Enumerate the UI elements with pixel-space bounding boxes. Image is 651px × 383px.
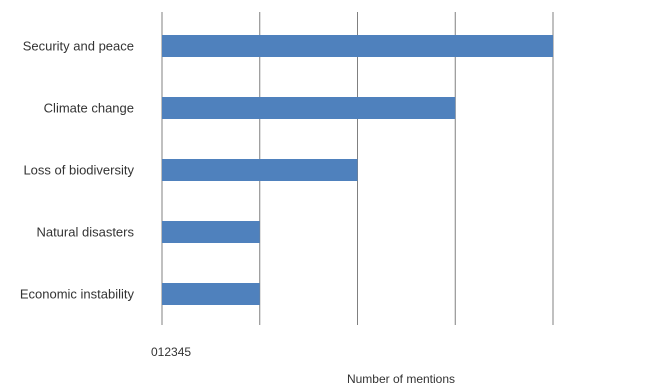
category-label: Climate change [44, 101, 134, 116]
category-label: Economic instability [20, 287, 135, 302]
x-tick-labels: 012345 [151, 345, 191, 359]
bar-loss-of-biodiversity [162, 159, 358, 181]
category-label: Security and peace [23, 39, 134, 54]
bar-economic-instability [162, 283, 260, 305]
bars [162, 35, 553, 305]
category-label: Natural disasters [36, 225, 134, 240]
bar-security-and-peace [162, 35, 553, 57]
x-axis-title: Number of mentions [347, 372, 455, 383]
bar-climate-change [162, 97, 456, 119]
bar-natural-disasters [162, 221, 260, 243]
category-labels: Security and peace Climate change Loss of … [20, 39, 135, 302]
category-label: Loss of biodiversity [23, 163, 134, 178]
